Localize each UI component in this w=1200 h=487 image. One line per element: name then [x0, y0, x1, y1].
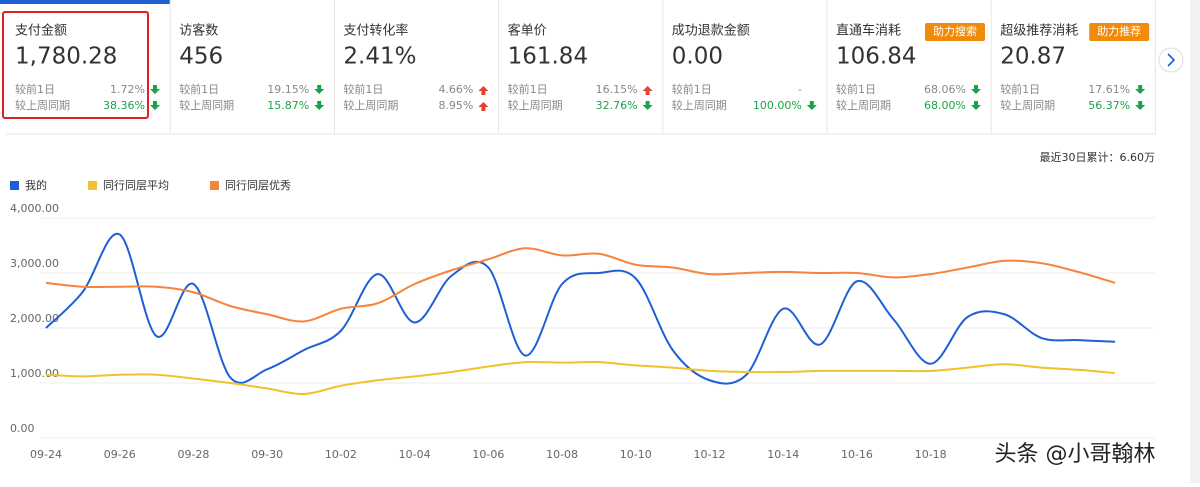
- compare-change: 68.06%: [924, 83, 966, 96]
- card-value: 161.84: [508, 44, 588, 70]
- card-value: 0.00: [672, 44, 723, 70]
- series-line: [45, 232, 1116, 385]
- badge-text: 助力推荐: [1097, 24, 1141, 38]
- compare-change: -: [798, 83, 802, 96]
- card-value: 1,780.28: [15, 44, 117, 70]
- card-title: 客单价: [508, 23, 547, 39]
- card-title: 成功退款金额: [672, 23, 750, 39]
- compare-label: 较前1日: [179, 82, 219, 96]
- compare-label: 较前1日: [508, 82, 548, 96]
- trend-arrow: [478, 86, 489, 95]
- trend-arrow: [314, 85, 325, 94]
- trend-arrow: [971, 85, 981, 94]
- y-tick-label: 4,000.00: [10, 202, 59, 215]
- compare-change: 4.66%: [438, 83, 473, 96]
- compare-label: 较上周同期: [15, 98, 70, 112]
- card-title: 超级推荐消耗: [1000, 24, 1078, 39]
- scrollbar[interactable]: [1190, 0, 1200, 483]
- compare-change: 56.37%: [1088, 99, 1130, 112]
- compare-change: 15.87%: [267, 99, 309, 112]
- compare-change: 17.61%: [1088, 83, 1130, 96]
- x-tick-label: 10-08: [546, 448, 578, 461]
- compare-label: 较前1日: [672, 82, 712, 96]
- card-value: 456: [179, 44, 223, 70]
- compare-label: 较上周同期: [1000, 98, 1055, 112]
- y-tick-label: 2,000.00: [10, 312, 59, 325]
- badge[interactable]: [1089, 23, 1150, 41]
- compare-change: 19.15%: [267, 83, 309, 96]
- x-tick-label: 09-24: [30, 448, 62, 461]
- compare-change: 16.15%: [596, 83, 638, 96]
- legend-label: 同行同层平均: [103, 179, 169, 192]
- next-button[interactable]: [1158, 47, 1184, 73]
- compare-label: 较上周同期: [179, 98, 234, 112]
- x-tick-label: 10-04: [399, 448, 431, 461]
- x-tick-label: 10-18: [915, 448, 947, 461]
- x-tick-label: 10-02: [325, 448, 357, 461]
- x-tick-label: 09-30: [251, 448, 283, 461]
- compare-change: 8.95%: [438, 99, 473, 112]
- compare-change: 100.00%: [753, 99, 802, 112]
- compare-change: 1.72%: [110, 83, 145, 96]
- y-tick-label: 0.00: [10, 422, 35, 435]
- active-tab-bar: [0, 0, 171, 4]
- trend-arrow: [642, 101, 653, 110]
- trend-arrow: [478, 102, 489, 111]
- y-tick-label: 3,000.00: [10, 257, 59, 270]
- trend-arrow: [1135, 85, 1146, 94]
- card-title: 访客数: [179, 23, 218, 39]
- trend-arrow: [150, 85, 160, 94]
- badge-text: 助力搜索: [933, 24, 977, 38]
- card-value: 106.84: [836, 44, 916, 70]
- x-tick-label: 10-12: [694, 448, 726, 461]
- card-value: 20.87: [1000, 44, 1066, 70]
- compare-label: 较上周同期: [672, 98, 727, 112]
- compare-change: 32.76%: [596, 99, 638, 112]
- compare-label: 较上周同期: [343, 98, 398, 112]
- next-arrow: [1167, 53, 1176, 67]
- trend-arrow: [806, 101, 817, 110]
- x-tick-label: 10-16: [841, 448, 873, 461]
- legend-label: 我的: [25, 178, 47, 192]
- legend-swatch: [88, 181, 97, 190]
- compare-label: 较前1日: [1000, 82, 1040, 96]
- trend-arrow: [642, 86, 653, 95]
- highlight-box: [2, 11, 149, 119]
- compare-label: 较上周同期: [836, 98, 891, 112]
- card-value: 2.41%: [343, 44, 416, 70]
- badge[interactable]: [925, 23, 985, 41]
- trend-arrow: [971, 101, 981, 110]
- compare-label: 较上周同期: [508, 98, 563, 112]
- compare-change: 68.00%: [924, 99, 966, 112]
- trend-arrow: [1135, 101, 1146, 110]
- card-title: 直通车消耗: [836, 23, 901, 39]
- summary: 最近30日累计：6.60万: [1040, 151, 1156, 164]
- x-tick-label: 10-14: [767, 448, 799, 461]
- trend-arrow: [314, 101, 325, 110]
- trend-arrow: [150, 101, 160, 110]
- card-title: 支付金额: [15, 23, 67, 39]
- y-tick-label: 1,000.00: [10, 367, 59, 380]
- legend-swatch: [210, 181, 219, 190]
- compare-label: 较前1日: [343, 82, 383, 96]
- card-title: 支付转化率: [343, 23, 408, 39]
- watermark: 头条 @小哥翰林: [995, 442, 1156, 467]
- compare-change: 38.36%: [103, 99, 145, 112]
- series-line: [45, 360, 1116, 396]
- x-tick-label: 09-28: [177, 448, 209, 461]
- compare-label: 较前1日: [15, 82, 55, 96]
- compare-label: 较前1日: [836, 82, 876, 96]
- x-tick-label: 10-06: [472, 448, 504, 461]
- x-tick-label: 10-10: [620, 448, 652, 461]
- x-tick-label: 09-26: [104, 448, 136, 461]
- legend-label: 同行同层优秀: [225, 179, 291, 192]
- series-line: [45, 247, 1116, 323]
- legend-swatch: [10, 181, 19, 190]
